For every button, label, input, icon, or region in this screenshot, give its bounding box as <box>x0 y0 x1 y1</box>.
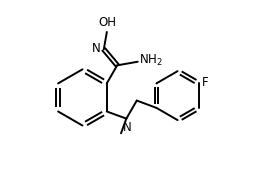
Text: N: N <box>123 121 132 134</box>
Text: F: F <box>202 76 209 89</box>
Text: NH$_2$: NH$_2$ <box>139 53 163 68</box>
Text: OH: OH <box>99 16 117 29</box>
Text: N: N <box>92 42 101 55</box>
